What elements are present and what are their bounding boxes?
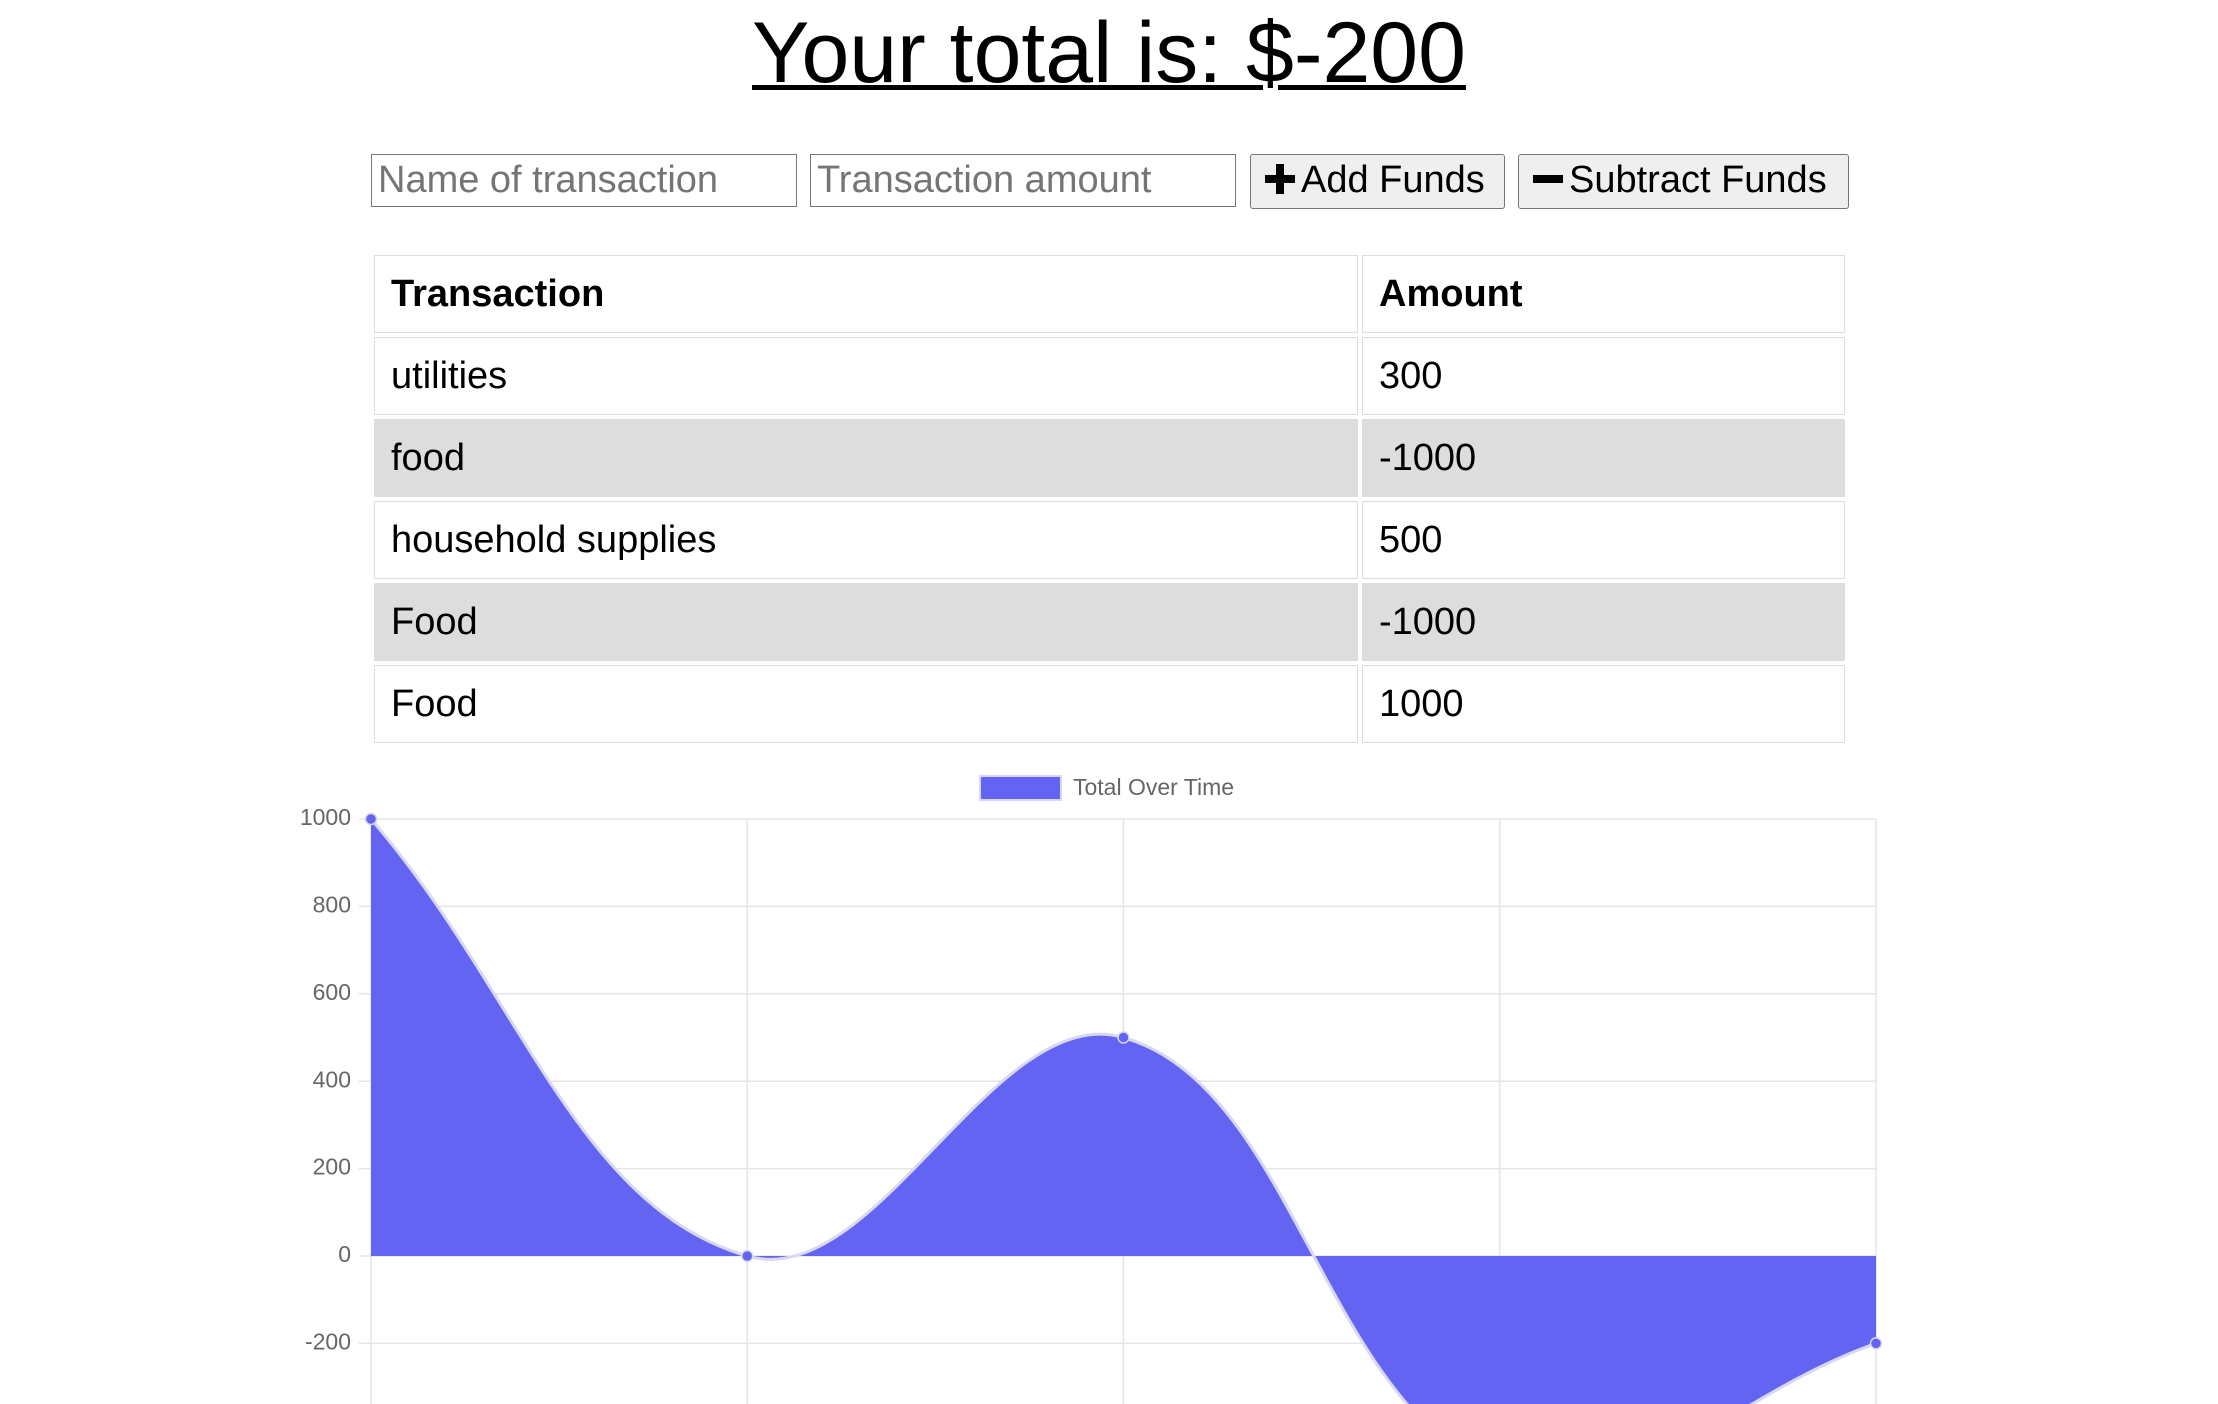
table-row: household supplies 500: [374, 501, 1845, 579]
table-cell: 500: [1362, 501, 1845, 579]
subtract-button[interactable]: Subtract Funds: [1518, 154, 1849, 209]
total-title: Your total is: $-200: [752, 5, 1466, 101]
table-row: Food -1000: [374, 583, 1845, 661]
y-tick-label: -200: [305, 1328, 351, 1354]
point: [364, 812, 378, 826]
y-tick-label: 1000: [300, 804, 351, 830]
y-tick-label: 0: [338, 1241, 351, 1267]
table-row: Food 1000: [374, 665, 1845, 743]
subtract-label: Subtract Funds: [1569, 159, 1827, 201]
table-cell: utilities: [374, 337, 1358, 415]
legend-swatch: [979, 775, 1062, 801]
amount-input[interactable]: Transaction amount: [810, 154, 1236, 207]
point: [741, 1249, 754, 1263]
table-cell: Food: [374, 583, 1358, 661]
transactions-table: Transaction Amount utilities 300 food -1000 h…: [370, 251, 1849, 747]
table-cell: Food: [374, 665, 1358, 743]
y-tick-label: 400: [313, 1066, 351, 1092]
point: [1869, 1337, 1883, 1350]
add-label: Add Funds: [1301, 159, 1485, 201]
y-tick-label: 600: [313, 979, 351, 1005]
table-cell: food: [374, 419, 1358, 497]
table-cell: 300: [1362, 337, 1845, 415]
table-cell: household supplies: [374, 501, 1358, 579]
y-tick-label: 800: [313, 891, 351, 917]
minus-icon: [1533, 175, 1563, 183]
table-cell: 1000: [1362, 665, 1845, 743]
column-header: Amount: [1362, 255, 1845, 333]
table-row: food -1000: [374, 419, 1845, 497]
legend-label: Total Over Time: [1073, 774, 1234, 800]
table-cell: -1000: [1362, 419, 1845, 497]
add-button[interactable]: Add Funds: [1250, 154, 1505, 209]
column-header: Transaction: [374, 255, 1358, 333]
plus-icon: [1265, 164, 1295, 194]
point: [1117, 1031, 1130, 1044]
y-tick-label: 200: [313, 1154, 351, 1180]
area: [371, 819, 1876, 1404]
name-input[interactable]: Name of transaction: [371, 154, 797, 207]
table-row: utilities 300: [374, 337, 1845, 415]
table-cell: -1000: [1362, 583, 1845, 661]
